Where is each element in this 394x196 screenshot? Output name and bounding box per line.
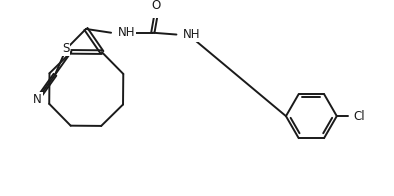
Text: NH: NH	[117, 26, 135, 39]
Text: Cl: Cl	[353, 110, 365, 123]
Text: O: O	[151, 0, 160, 12]
Text: S: S	[63, 43, 70, 55]
Text: N: N	[33, 93, 42, 106]
Text: NH: NH	[183, 28, 200, 41]
